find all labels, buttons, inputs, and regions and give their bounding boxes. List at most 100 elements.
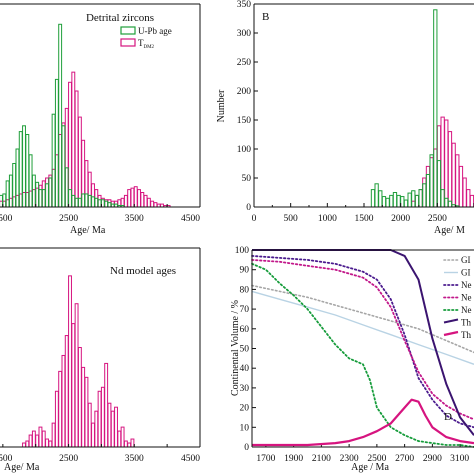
d-ylabel: Continental Volume / % bbox=[230, 300, 241, 396]
histogram-bar bbox=[469, 194, 474, 208]
histogram-bar bbox=[48, 440, 53, 448]
histogram-bar bbox=[54, 390, 59, 448]
b-x-tick-label: 0 bbox=[252, 214, 257, 224]
histogram-bar bbox=[385, 197, 390, 208]
histogram-bar bbox=[97, 390, 102, 448]
a-x-tick-label: 3500 bbox=[125, 214, 144, 224]
d-xlabel: Age / Ma bbox=[351, 462, 389, 473]
a-xlabel: Age/ Ma bbox=[70, 225, 106, 236]
b-y-tick-label: 50 bbox=[242, 174, 252, 184]
histogram-bar bbox=[45, 438, 49, 448]
histogram-bar bbox=[22, 442, 26, 448]
histogram-bar bbox=[137, 189, 141, 208]
b-ticks: 0 50 100 150 200 250 300 350 0 500 1000 1500 2000 250… bbox=[237, 0, 474, 224]
histogram-bar bbox=[74, 90, 79, 208]
histogram-bar bbox=[100, 386, 105, 448]
histogram-bar bbox=[466, 189, 471, 208]
d-series-line bbox=[251, 254, 474, 429]
histogram-bar bbox=[425, 174, 431, 208]
b-y-tick-label: 0 bbox=[246, 203, 251, 213]
d-legend-label: Ne bbox=[461, 280, 472, 290]
histogram-bar bbox=[61, 354, 66, 448]
d-x-tick-label: 2300 bbox=[340, 454, 359, 464]
histogram-bar bbox=[74, 197, 79, 208]
histogram-bar bbox=[71, 71, 76, 208]
histogram-bar bbox=[38, 189, 43, 208]
a-x-ticks: 1500 2500 3500 4500 bbox=[0, 204, 201, 224]
a-x-tick-label: 1500 bbox=[0, 214, 13, 224]
histogram-bar bbox=[107, 402, 112, 448]
d-y-tick-label: 50 bbox=[240, 345, 250, 355]
histogram-bar bbox=[444, 197, 449, 208]
histogram-bar bbox=[25, 134, 30, 208]
d-x-tick-label: 2100 bbox=[312, 454, 331, 464]
a-legend-upb-label: U-Pb age bbox=[138, 26, 172, 36]
histogram-bar bbox=[5, 180, 10, 208]
histogram-bar bbox=[87, 194, 92, 208]
histogram-bar bbox=[77, 347, 82, 448]
b-x-tick-label: 2500 bbox=[428, 214, 447, 224]
histogram-bar bbox=[28, 154, 33, 208]
histogram-bar bbox=[45, 183, 49, 208]
b-x-tick-label: 2000 bbox=[391, 214, 410, 224]
d-series-line bbox=[251, 262, 474, 448]
histogram-bar bbox=[91, 422, 95, 448]
histogram-bar bbox=[25, 440, 30, 448]
histogram-bar bbox=[64, 335, 69, 448]
c-x-tick-label: 2500 bbox=[59, 454, 78, 464]
d-title: D bbox=[444, 411, 452, 423]
histogram-bar bbox=[81, 193, 86, 208]
d-legend-swatch bbox=[443, 330, 459, 337]
a-x-tick-label: 4500 bbox=[181, 214, 200, 224]
d-x-tick-label: 2700 bbox=[395, 454, 414, 464]
histogram-bar bbox=[68, 275, 72, 448]
a-legend-tdm2-label: TDM2 bbox=[138, 38, 155, 50]
d-x-tick-label: 2500 bbox=[367, 454, 386, 464]
d-legend-label: Th bbox=[461, 318, 471, 328]
d-legend: GI GI Ne Ne Ne Th Th bbox=[443, 255, 472, 340]
histogram-bar bbox=[84, 193, 89, 208]
d-y-tick-label: 60 bbox=[240, 325, 250, 335]
histogram-bar bbox=[58, 23, 63, 208]
d-y-tick-label: 90 bbox=[240, 266, 250, 276]
histogram-bar bbox=[77, 116, 82, 208]
panel-d: 0 10 20 30 40 50 60 70 80 90 100 1700 1900 2100 2300 25… bbox=[230, 246, 474, 473]
histogram-bar bbox=[130, 187, 135, 208]
d-legend-label: Ne bbox=[461, 305, 472, 315]
histogram-bar bbox=[91, 196, 95, 208]
histogram-bar bbox=[150, 200, 155, 208]
histogram-bar bbox=[54, 78, 59, 208]
histogram-bar bbox=[422, 183, 427, 208]
histogram-bar bbox=[447, 200, 453, 208]
b-bars-tdm2 bbox=[411, 116, 474, 208]
histogram-bar bbox=[77, 197, 82, 208]
histogram-bar bbox=[71, 194, 76, 208]
histogram-bar bbox=[41, 430, 46, 448]
b-xlabel: Age/ M bbox=[434, 225, 465, 236]
d-y-tick-label: 70 bbox=[240, 305, 250, 315]
histogram-bar bbox=[51, 422, 56, 448]
histogram-bar bbox=[127, 189, 132, 208]
d-y-tick-label: 80 bbox=[240, 285, 250, 295]
panel-c: 1500 2500 3500 4500 Nd model ages Age/ Ma bbox=[0, 247, 201, 473]
histogram-bar bbox=[71, 323, 76, 448]
b-y-tick-label: 200 bbox=[237, 87, 252, 97]
c-x-tick-label: 3500 bbox=[125, 454, 144, 464]
a-legend-upb-swatch bbox=[120, 26, 136, 35]
histogram-bar bbox=[28, 434, 33, 448]
histogram-bar bbox=[123, 440, 128, 448]
d-y-tick-label: 30 bbox=[240, 384, 250, 394]
histogram-bar bbox=[35, 181, 40, 208]
c-title: Nd model ages bbox=[110, 265, 176, 277]
histogram-bar bbox=[31, 430, 36, 448]
histogram-bar bbox=[429, 154, 434, 208]
histogram-bar bbox=[143, 194, 148, 208]
histogram-bar bbox=[440, 189, 445, 208]
d-legend-label: GI bbox=[461, 255, 471, 265]
histogram-bar bbox=[31, 174, 36, 208]
histogram-bar bbox=[84, 376, 89, 448]
a-title: Detrital zircons bbox=[86, 12, 154, 24]
d-series-line bbox=[251, 290, 474, 365]
histogram-bar bbox=[458, 165, 464, 208]
